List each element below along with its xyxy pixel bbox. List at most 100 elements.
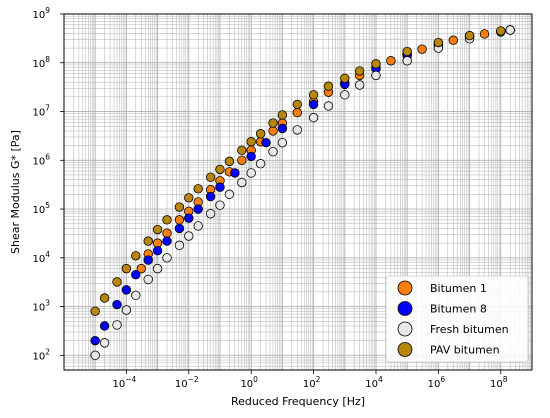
x-tick-label: 10−4 [113,375,137,390]
y-axis-title: Shear Modulus G* [Pa] [9,130,22,254]
data-point [354,66,365,76]
legend-marker [397,342,413,357]
data-series [90,25,515,361]
data-point [90,350,100,361]
legend-marker [397,280,413,296]
data-point [246,151,256,162]
data-point [184,193,194,203]
data-point [237,145,247,156]
data-point [131,270,141,280]
data-point [292,107,302,118]
y-tick-label: 102 [32,347,50,362]
x-tick-label: 102 [303,375,321,390]
data-point [205,191,216,202]
data-point [112,299,122,310]
data-point [237,177,247,188]
data-point [174,215,185,225]
data-point [152,224,163,235]
data-point [90,335,100,346]
data-point [417,44,427,54]
grid-lines [63,13,533,371]
series-fresh-bitumen [90,25,515,361]
data-point [112,277,122,287]
data-point [162,253,172,263]
data-point [292,125,302,135]
data-point [143,274,153,285]
data-point [277,123,288,134]
legend-box [385,275,529,363]
data-point [246,137,256,147]
data-point [308,99,319,110]
data-point [121,305,132,315]
series-pav-bitumen [90,26,506,316]
data-point [193,204,203,214]
legend-label: Bitumen 8 [430,303,487,316]
y-tick-label: 108 [32,55,50,70]
y-tick-label: 107 [32,104,50,119]
data-point [174,223,185,234]
data-point [152,245,163,256]
data-point [215,200,225,210]
x-axis-title: Reduced Frequency [Hz] [231,395,365,408]
data-point [386,56,396,66]
y-tick-label: 106 [32,152,50,167]
data-point [464,30,475,41]
data-point [433,37,444,48]
data-point [136,263,146,274]
data-point [143,255,153,265]
data-point [162,236,172,246]
data-point [292,99,302,110]
data-point [143,236,153,246]
y-tick-label: 109 [32,6,50,21]
data-point [174,240,185,251]
data-point [505,25,515,35]
data-point [121,285,132,295]
data-point [323,101,334,111]
data-point [479,29,490,39]
legend-label: Bitumen 1 [430,282,487,295]
data-point [99,293,110,303]
data-point [268,118,278,128]
x-tick-label: 100 [240,375,258,390]
y-tick-label: 103 [32,299,50,314]
data-point [162,228,172,238]
data-point [371,70,381,81]
data-point [277,137,288,148]
x-tick-label: 108 [490,375,508,390]
data-point [224,156,235,167]
data-point [131,251,141,261]
x-tick-label: 106 [428,375,446,390]
data-point [402,46,412,57]
data-point [323,81,334,91]
data-point [354,80,365,90]
data-point [308,90,319,100]
data-point [448,35,458,45]
data-point [205,209,216,219]
data-point [402,56,412,66]
data-point [340,90,350,100]
data-point [112,320,122,330]
data-point [131,290,141,301]
data-point [99,321,110,331]
data-point [193,221,203,231]
legend-label: Fresh bitumen [430,323,509,336]
data-point [268,146,278,157]
data-point [246,168,256,178]
data-point [152,263,163,274]
data-point [277,110,288,120]
y-tick-label: 104 [32,250,50,265]
x-tick-label: 104 [365,375,383,390]
data-point [162,215,172,225]
data-point [184,231,194,241]
data-point [371,59,381,69]
y-tick-label: 105 [32,201,50,216]
x-tick-label: 10−2 [175,375,199,390]
legend-marker [397,301,413,316]
data-point [308,112,319,123]
data-point [215,182,225,192]
data-point [174,202,185,212]
axis-ticks: 10−4 10−2 100 102 104 106 108 102 103 104 105 106 10… [32,6,507,390]
data-point [237,155,247,165]
data-point [496,26,506,36]
